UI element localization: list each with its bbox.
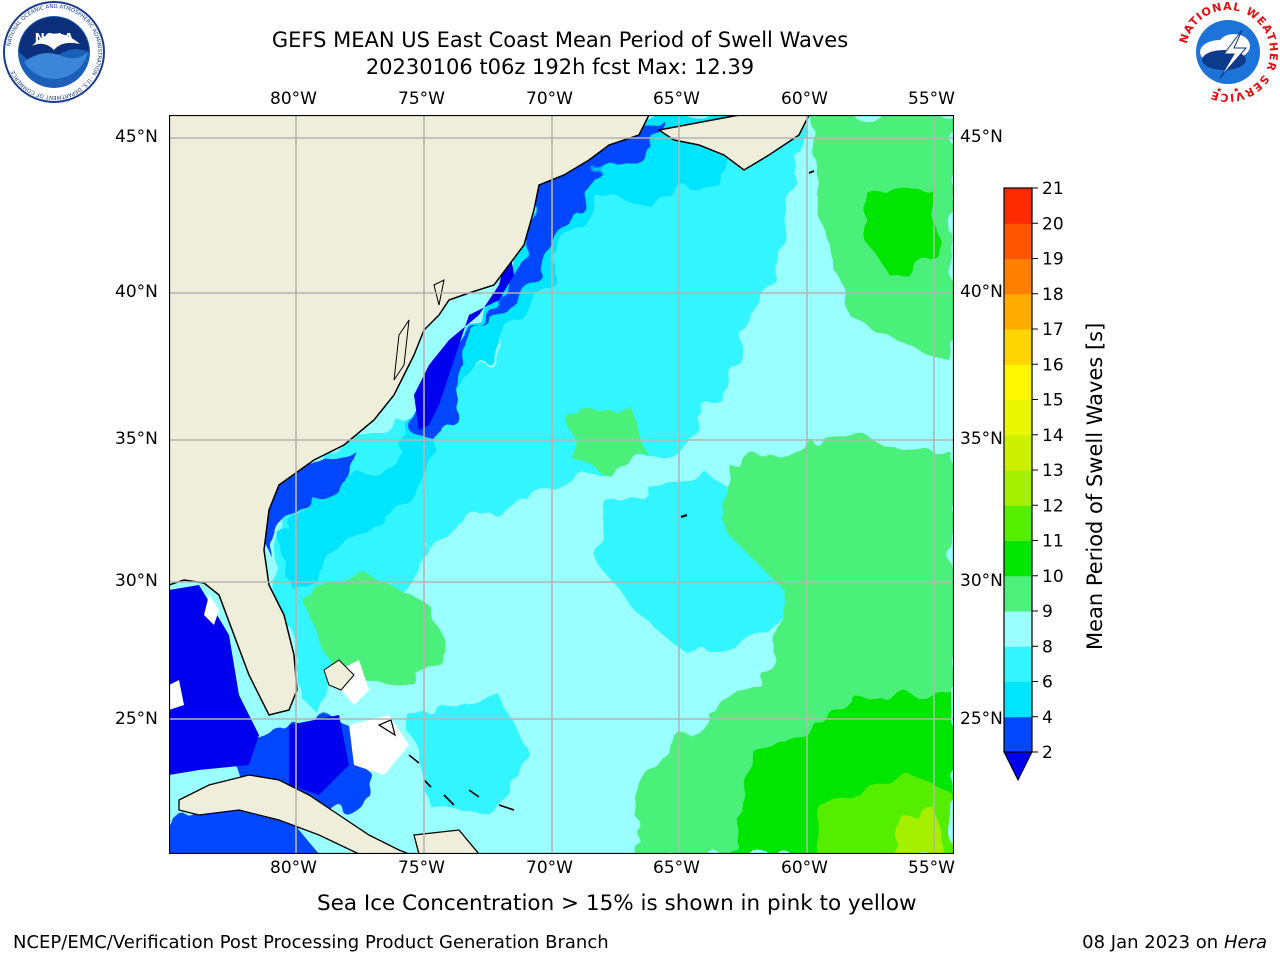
colorbar-swatch [1004, 505, 1032, 541]
colorbar-tick-label: 17 [1042, 320, 1064, 340]
north-america-land [169, 115, 650, 716]
colorbar-swatch [1004, 470, 1032, 506]
swell-field [169, 115, 954, 854]
lat-label-left: 25°N [115, 709, 158, 729]
lon-label-top: 65°W [653, 89, 700, 109]
colorbar-tick-label: 20 [1042, 214, 1064, 234]
map-frame [169, 115, 954, 854]
colorbar: 2 4 6 8 9 10 11 12 13 14 15 16 17 18 19 20 21 [1003, 180, 1064, 782]
colorbar-swatch [1004, 540, 1032, 577]
footer-host: Hera [1223, 932, 1267, 953]
sea-ice-note: Sea Ice Concentration > 15% is shown in … [317, 891, 917, 916]
colorbar-swatch [1004, 293, 1032, 330]
graticule [169, 115, 954, 854]
colorbar-tick-label: 9 [1042, 602, 1053, 622]
colorbar-swatch [1004, 258, 1032, 295]
lon-label-bottom: 80°W [270, 858, 317, 878]
colorbar-tick-label: 11 [1042, 532, 1064, 552]
colorbar-tick-label: 2 [1042, 743, 1053, 763]
colorbar-ticks: 2 4 6 8 9 10 11 12 13 14 15 16 17 18 19 20 21 [1032, 180, 1064, 763]
lon-label-top: 75°W [398, 89, 445, 109]
svg-text:★: ★ [1216, 86, 1222, 94]
footer-date-text: 08 Jan 2023 on [1082, 932, 1224, 953]
lat-label-left: 40°N [115, 282, 158, 302]
underflow-region [414, 245, 514, 430]
colorbar-tick-label: 13 [1042, 461, 1064, 481]
colorbar-swatches [1004, 188, 1032, 753]
colorbar-tick-label: 14 [1042, 426, 1064, 446]
bahamas-island [323, 659, 355, 691]
chart-title: GEFS MEAN US East Coast Mean Period of S… [271, 28, 849, 52]
chart-subtitle: 20230106 t06z 192h fcst Max: 12.39 [365, 55, 755, 79]
colorbar-tick-label: 10 [1042, 567, 1064, 587]
lon-label-bottom: 65°W [653, 858, 700, 878]
colorbar-tick-label: 15 [1042, 391, 1064, 411]
lat-label-right: 30°N [960, 571, 1003, 591]
colorbar-swatch [1004, 716, 1032, 753]
colorbar-tick-label: 12 [1042, 496, 1064, 516]
lon-label-bottom: 70°W [526, 858, 573, 878]
colorbar-swatch [1004, 646, 1032, 682]
lon-label-top: 80°W [270, 89, 317, 109]
cuba-land [178, 774, 410, 854]
lat-label-right: 25°N [960, 709, 1003, 729]
swell-period-map [169, 115, 954, 854]
nova-scotia-land [657, 115, 810, 171]
colorbar-label: Mean Period of Swell Waves [s] [1083, 322, 1107, 650]
colorbar-tick-label: 21 [1042, 180, 1064, 199]
colorbar-swatch [1004, 681, 1032, 718]
colorbar-swatch [1004, 188, 1032, 224]
noaa-logo-icon: NATIONAL OCEANIC AND ATMOSPHERIC ADMINIS… [3, 1, 105, 103]
lat-label-left: 30°N [115, 571, 158, 591]
hispaniola-land [413, 829, 480, 854]
nws-logo-icon: NATIONAL WEATHER SERVICE ★ ★ [1177, 0, 1279, 104]
lon-label-top: 70°W [526, 89, 573, 109]
colorbar-swatch [1004, 364, 1032, 400]
colorbar-tick-label: 4 [1042, 708, 1053, 728]
colorbar-swatch [1004, 434, 1032, 471]
colorbar-swatch [1004, 329, 1032, 365]
colorbar-underflow-arrow [1003, 751, 1033, 782]
lat-label-left: 45°N [115, 127, 158, 147]
colorbar-tick-label: 18 [1042, 285, 1064, 305]
lat-label-left: 35°N [115, 429, 158, 449]
lat-label-right: 40°N [960, 282, 1003, 302]
lat-label-right: 45°N [960, 127, 1003, 147]
colorbar-swatch [1004, 399, 1032, 436]
colorbar-swatch [1004, 223, 1032, 259]
colorbar-swatch [1004, 575, 1032, 612]
colorbar-tick-label: 19 [1042, 250, 1064, 270]
footer-date: 08 Jan 2023 on Hera [1082, 932, 1267, 954]
svg-text:NOAA: NOAA [35, 31, 74, 45]
lon-label-bottom: 60°W [781, 858, 828, 878]
colorbar-tick-label: 6 [1042, 673, 1053, 693]
lon-label-top: 55°W [908, 89, 955, 109]
lon-label-bottom: 75°W [398, 858, 445, 878]
lat-label-right: 35°N [960, 429, 1003, 449]
footer-branch: NCEP/EMC/Verification Post Processing Pr… [13, 932, 609, 953]
lon-label-bottom: 55°W [908, 858, 955, 878]
svg-text:★: ★ [1233, 86, 1239, 94]
colorbar-tick-label: 8 [1042, 637, 1053, 657]
lon-label-top: 60°W [781, 89, 828, 109]
colorbar-swatch [1004, 611, 1032, 647]
colorbar-tick-label: 16 [1042, 355, 1064, 375]
